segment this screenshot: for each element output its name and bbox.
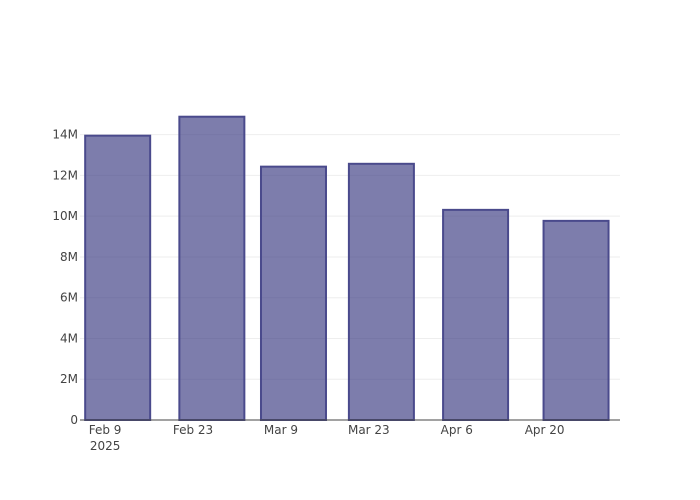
y-tick-label: 0 (70, 413, 78, 427)
x-tick-label: Feb 9 (89, 423, 122, 437)
y-tick-label: 4M (60, 331, 78, 345)
bar (84, 134, 152, 421)
x-year-label: 2025 (90, 439, 121, 453)
x-tick-label: Apr 20 (525, 423, 565, 437)
x-tick-label: Feb 23 (173, 423, 213, 437)
bar (259, 165, 327, 421)
x-tick-label: Mar 23 (348, 423, 390, 437)
x-tick-label: Mar 9 (264, 423, 298, 437)
bar (542, 219, 610, 421)
bar (347, 162, 415, 421)
y-tick-label: 6M (60, 291, 78, 305)
y-tick-label: 14M (52, 128, 78, 142)
bar (442, 208, 510, 421)
y-tick-label: 8M (60, 250, 78, 264)
x-tick-label: Apr 6 (441, 423, 473, 437)
y-tick-label: 10M (52, 209, 78, 223)
y-tick-label: 12M (52, 168, 78, 182)
y-tick-label: 2M (60, 372, 78, 386)
bar (178, 115, 246, 421)
